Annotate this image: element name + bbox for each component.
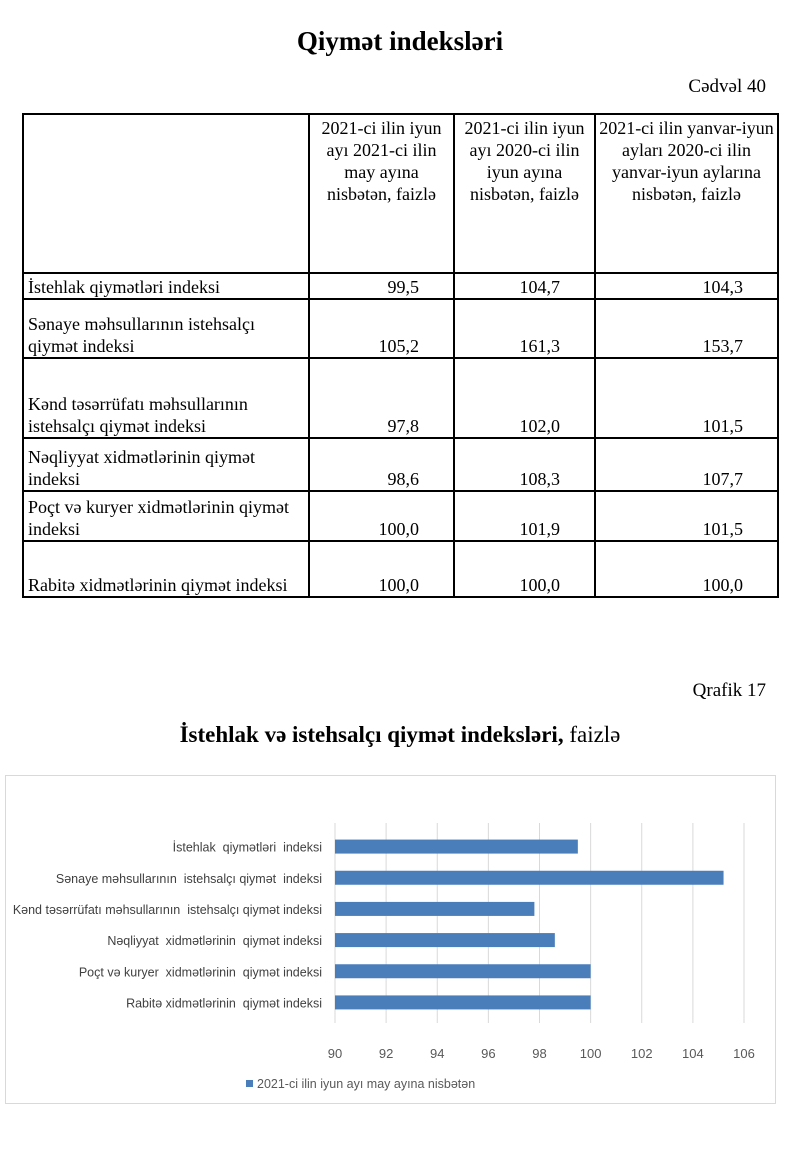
chart-title-bold: İstehlak və istehsalçı qiymət indeksləri…	[179, 722, 564, 747]
x-tick-label: 98	[532, 1046, 546, 1061]
cell: 161,3	[453, 298, 596, 359]
row-label: Poçt və kuryer xidmətlərinin qiymət inde…	[22, 490, 310, 542]
table-row: Rabitə xidmətlərinin qiymət indeksi 100,…	[22, 540, 779, 598]
x-tick-label: 106	[733, 1046, 755, 1061]
bar-chart: 90 92 94 96 98 100 102 104 106 İstehlak qiymətlər…	[13, 823, 755, 1091]
bar	[335, 964, 591, 979]
x-tick-label: 104	[682, 1046, 704, 1061]
cell: 153,7	[594, 298, 779, 359]
category-label: Kənd təsərrüfatı məhsullarının istehsalç…	[13, 903, 322, 917]
bar	[335, 839, 578, 854]
category-label: Sənaye məhsullarının istehsalçı qiymət i…	[56, 872, 322, 886]
table-row: Sənaye məhsullarının istehsalçı qiymət i…	[22, 298, 779, 359]
column-header: 2021-ci ilin iyun ayı 2021-ci ilin may a…	[308, 113, 455, 274]
category-label: Poçt və kuryer xidmətlərinin qiymət inde…	[79, 965, 322, 979]
chart-title-unit: faizlə	[569, 722, 621, 747]
table-row: Nəqliyyat xidmətlərinin qiymət indeksi 9…	[22, 437, 779, 492]
category-label: Nəqliyyat xidmətlərinin qiymət indeksi	[107, 934, 322, 948]
chart-label: Qrafik 17	[692, 680, 766, 701]
x-tick-label: 100	[580, 1046, 602, 1061]
cell: 100,0	[308, 540, 455, 598]
category-label: İstehlak qiymətləri indeksi	[173, 841, 322, 855]
legend-label: 2021-ci ilin iyun ayı may ayına nisbətən	[257, 1077, 475, 1091]
legend-swatch	[246, 1080, 253, 1087]
row-label: Nəqliyyat xidmətlərinin qiymət indeksi	[22, 437, 310, 492]
cell: 104,7	[453, 272, 596, 300]
cell: 108,3	[453, 437, 596, 492]
cell: 101,5	[594, 357, 779, 439]
price-index-table: 2021-ci ilin iyun ayı 2021-ci ilin may a…	[22, 113, 779, 598]
bar	[335, 995, 591, 1010]
cell: 100,0	[594, 540, 779, 598]
cell: 98,6	[308, 437, 455, 492]
bar	[335, 901, 535, 916]
row-label: Sənaye məhsullarının istehsalçı qiymət i…	[22, 298, 310, 359]
page-title: Qiymət indeksləri	[296, 26, 504, 56]
cell: 100,0	[308, 490, 455, 542]
cell: 97,8	[308, 357, 455, 439]
table-row: Kənd təsərrüfatı məhsullarının istehsalç…	[22, 357, 779, 439]
cell: 101,5	[594, 490, 779, 542]
table-row: Poçt və kuryer xidmətlərinin qiymət inde…	[22, 490, 779, 542]
column-header: 2021-ci ilin iyun ayı 2020-ci ilin iyun …	[453, 113, 596, 274]
cell: 100,0	[453, 540, 596, 598]
row-label: Kənd təsərrüfatı məhsullarının istehsalç…	[22, 357, 310, 439]
table-header-row: 2021-ci ilin iyun ayı 2021-ci ilin may a…	[22, 113, 779, 274]
bar	[335, 933, 555, 948]
table-row: İstehlak qiymətləri indeksi 99,5 104,7 1…	[22, 272, 779, 300]
cell: 104,3	[594, 272, 779, 300]
cell: 99,5	[308, 272, 455, 300]
bar	[335, 870, 724, 885]
x-tick-label: 96	[481, 1046, 495, 1061]
header-empty	[22, 113, 310, 274]
cell: 107,7	[594, 437, 779, 492]
x-tick-label: 92	[379, 1046, 393, 1061]
row-label: İstehlak qiymətləri indeksi	[22, 272, 310, 300]
x-tick-label: 94	[430, 1046, 444, 1061]
x-tick-label: 90	[328, 1046, 342, 1061]
chart-frame: 90 92 94 96 98 100 102 104 106 İstehlak qiymətlər…	[5, 775, 776, 1104]
category-label: Rabitə xidmətlərinin qiymət indeksi	[126, 996, 322, 1010]
cell: 101,9	[453, 490, 596, 542]
x-tick-label: 102	[631, 1046, 653, 1061]
table-label: Cədvəl 40	[688, 76, 766, 97]
cell: 105,2	[308, 298, 455, 359]
row-label: Rabitə xidmətlərinin qiymət indeksi	[22, 540, 310, 598]
chart-title: İstehlak və istehsalçı qiymət indeksləri…	[0, 722, 800, 748]
cell: 102,0	[453, 357, 596, 439]
column-header: 2021-ci ilin yanvar-iyun ayları 2020-ci …	[594, 113, 779, 274]
